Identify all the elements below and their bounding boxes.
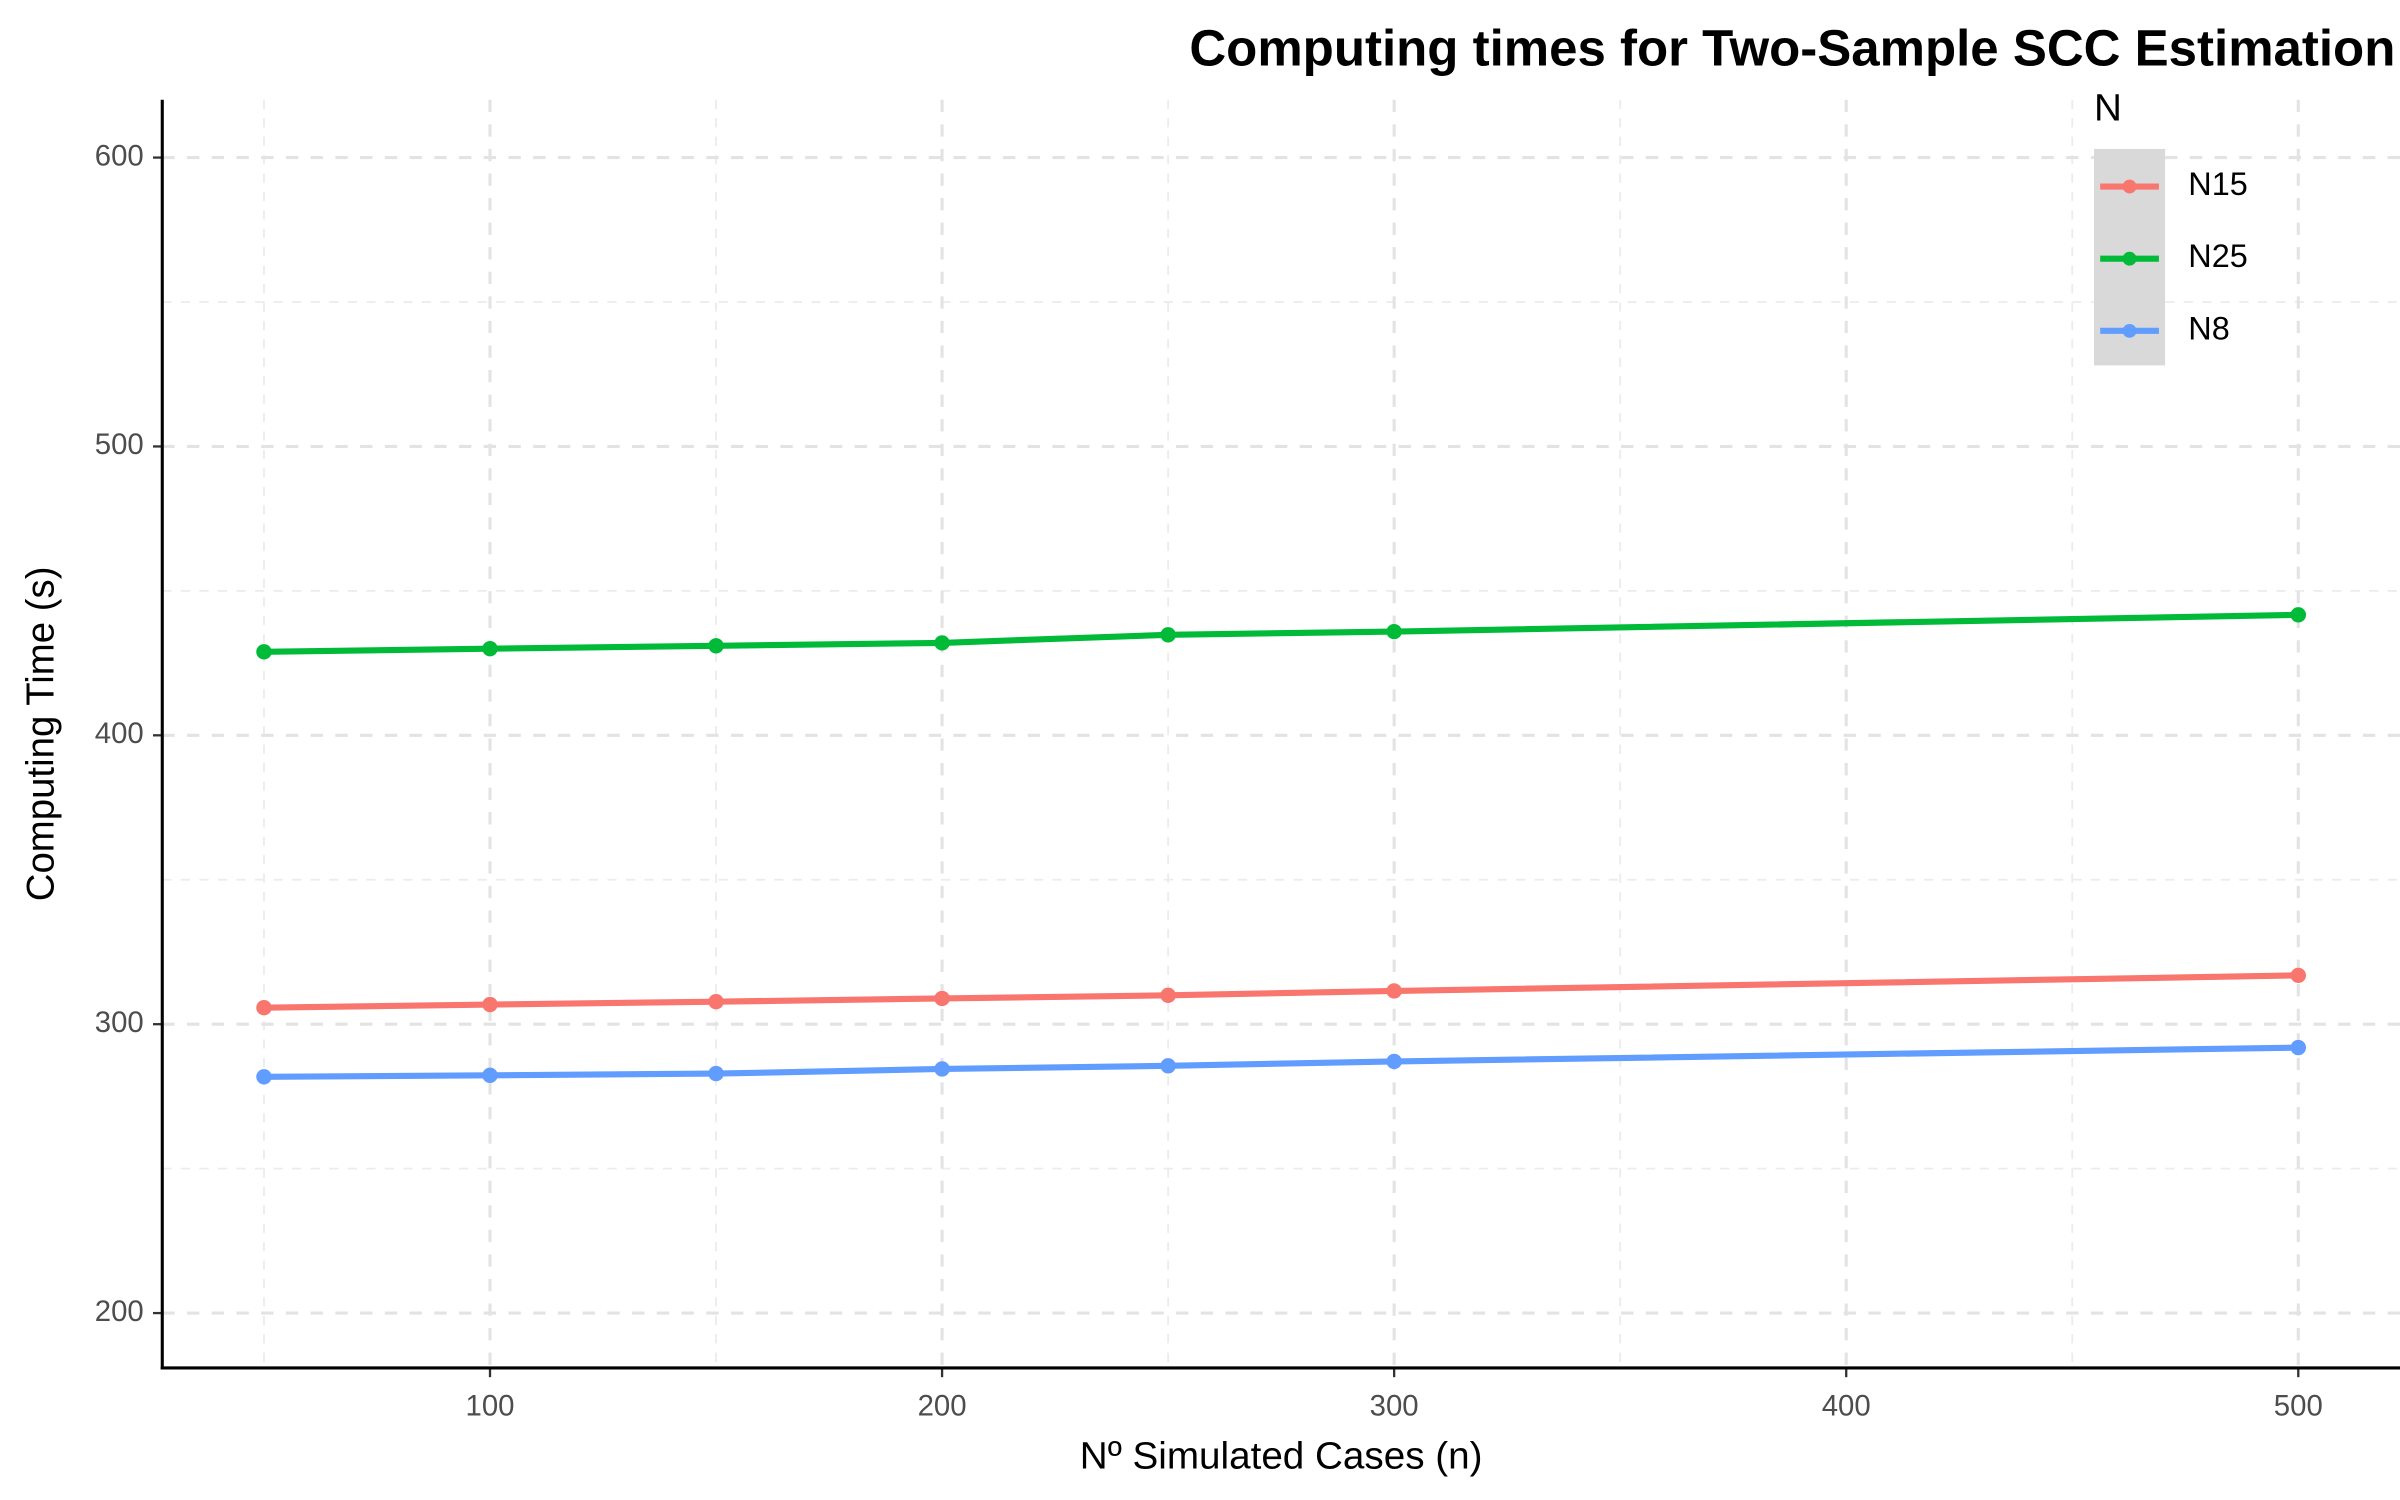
y-tick-label: 500	[95, 429, 144, 461]
data-point	[1160, 987, 1176, 1003]
chart-title: Computing times for Two-Sample SCC Estim…	[1189, 20, 2395, 77]
data-point	[2290, 1039, 2307, 1056]
data-point	[934, 1061, 950, 1077]
x-tick-label: 200	[918, 1391, 967, 1423]
legend-key-point	[2122, 251, 2137, 266]
data-point	[256, 1069, 272, 1085]
data-point	[1160, 627, 1176, 643]
data-point	[256, 644, 272, 660]
data-point	[482, 996, 498, 1013]
legend: N N15 N25 N8	[2094, 87, 2248, 366]
grid: 200 300 400 500 600 100 200 300 400 500	[95, 99, 2400, 1423]
x-tick-label: 400	[1822, 1391, 1871, 1423]
data-point	[934, 990, 950, 1007]
data-point	[708, 1065, 724, 1082]
legend-key-point	[2122, 179, 2137, 194]
y-tick-label: 200	[95, 1296, 144, 1328]
legend-label: N15	[2188, 166, 2248, 202]
y-tick-label: 300	[95, 1007, 144, 1039]
x-tick-label: 100	[466, 1391, 515, 1423]
data-point	[934, 635, 950, 651]
y-tick-label: 600	[95, 140, 144, 172]
y-tick-label: 400	[95, 718, 144, 750]
data-point	[256, 1000, 272, 1016]
legend-label: N8	[2188, 310, 2229, 346]
x-tick-label: 300	[1370, 1391, 1419, 1423]
x-axis-title: Nº Simulated Cases (n)	[1080, 1435, 1483, 1478]
y-axis-title: Computing Time (s)	[19, 566, 62, 901]
data-point	[1386, 983, 1402, 999]
legend-title: N	[2094, 87, 2122, 130]
data-point	[2290, 967, 2307, 984]
data-point	[482, 640, 498, 657]
data-point	[1386, 623, 1402, 640]
data-point	[1160, 1058, 1176, 1074]
legend-label: N25	[2188, 238, 2248, 274]
legend-key-point	[2122, 323, 2137, 338]
plot-area	[256, 607, 2307, 1085]
data-point	[708, 993, 724, 1010]
data-point	[482, 1067, 498, 1084]
x-tick-label: 500	[2274, 1391, 2323, 1423]
data-point	[708, 638, 724, 654]
data-point	[2290, 607, 2307, 623]
data-point	[1386, 1053, 1402, 1070]
